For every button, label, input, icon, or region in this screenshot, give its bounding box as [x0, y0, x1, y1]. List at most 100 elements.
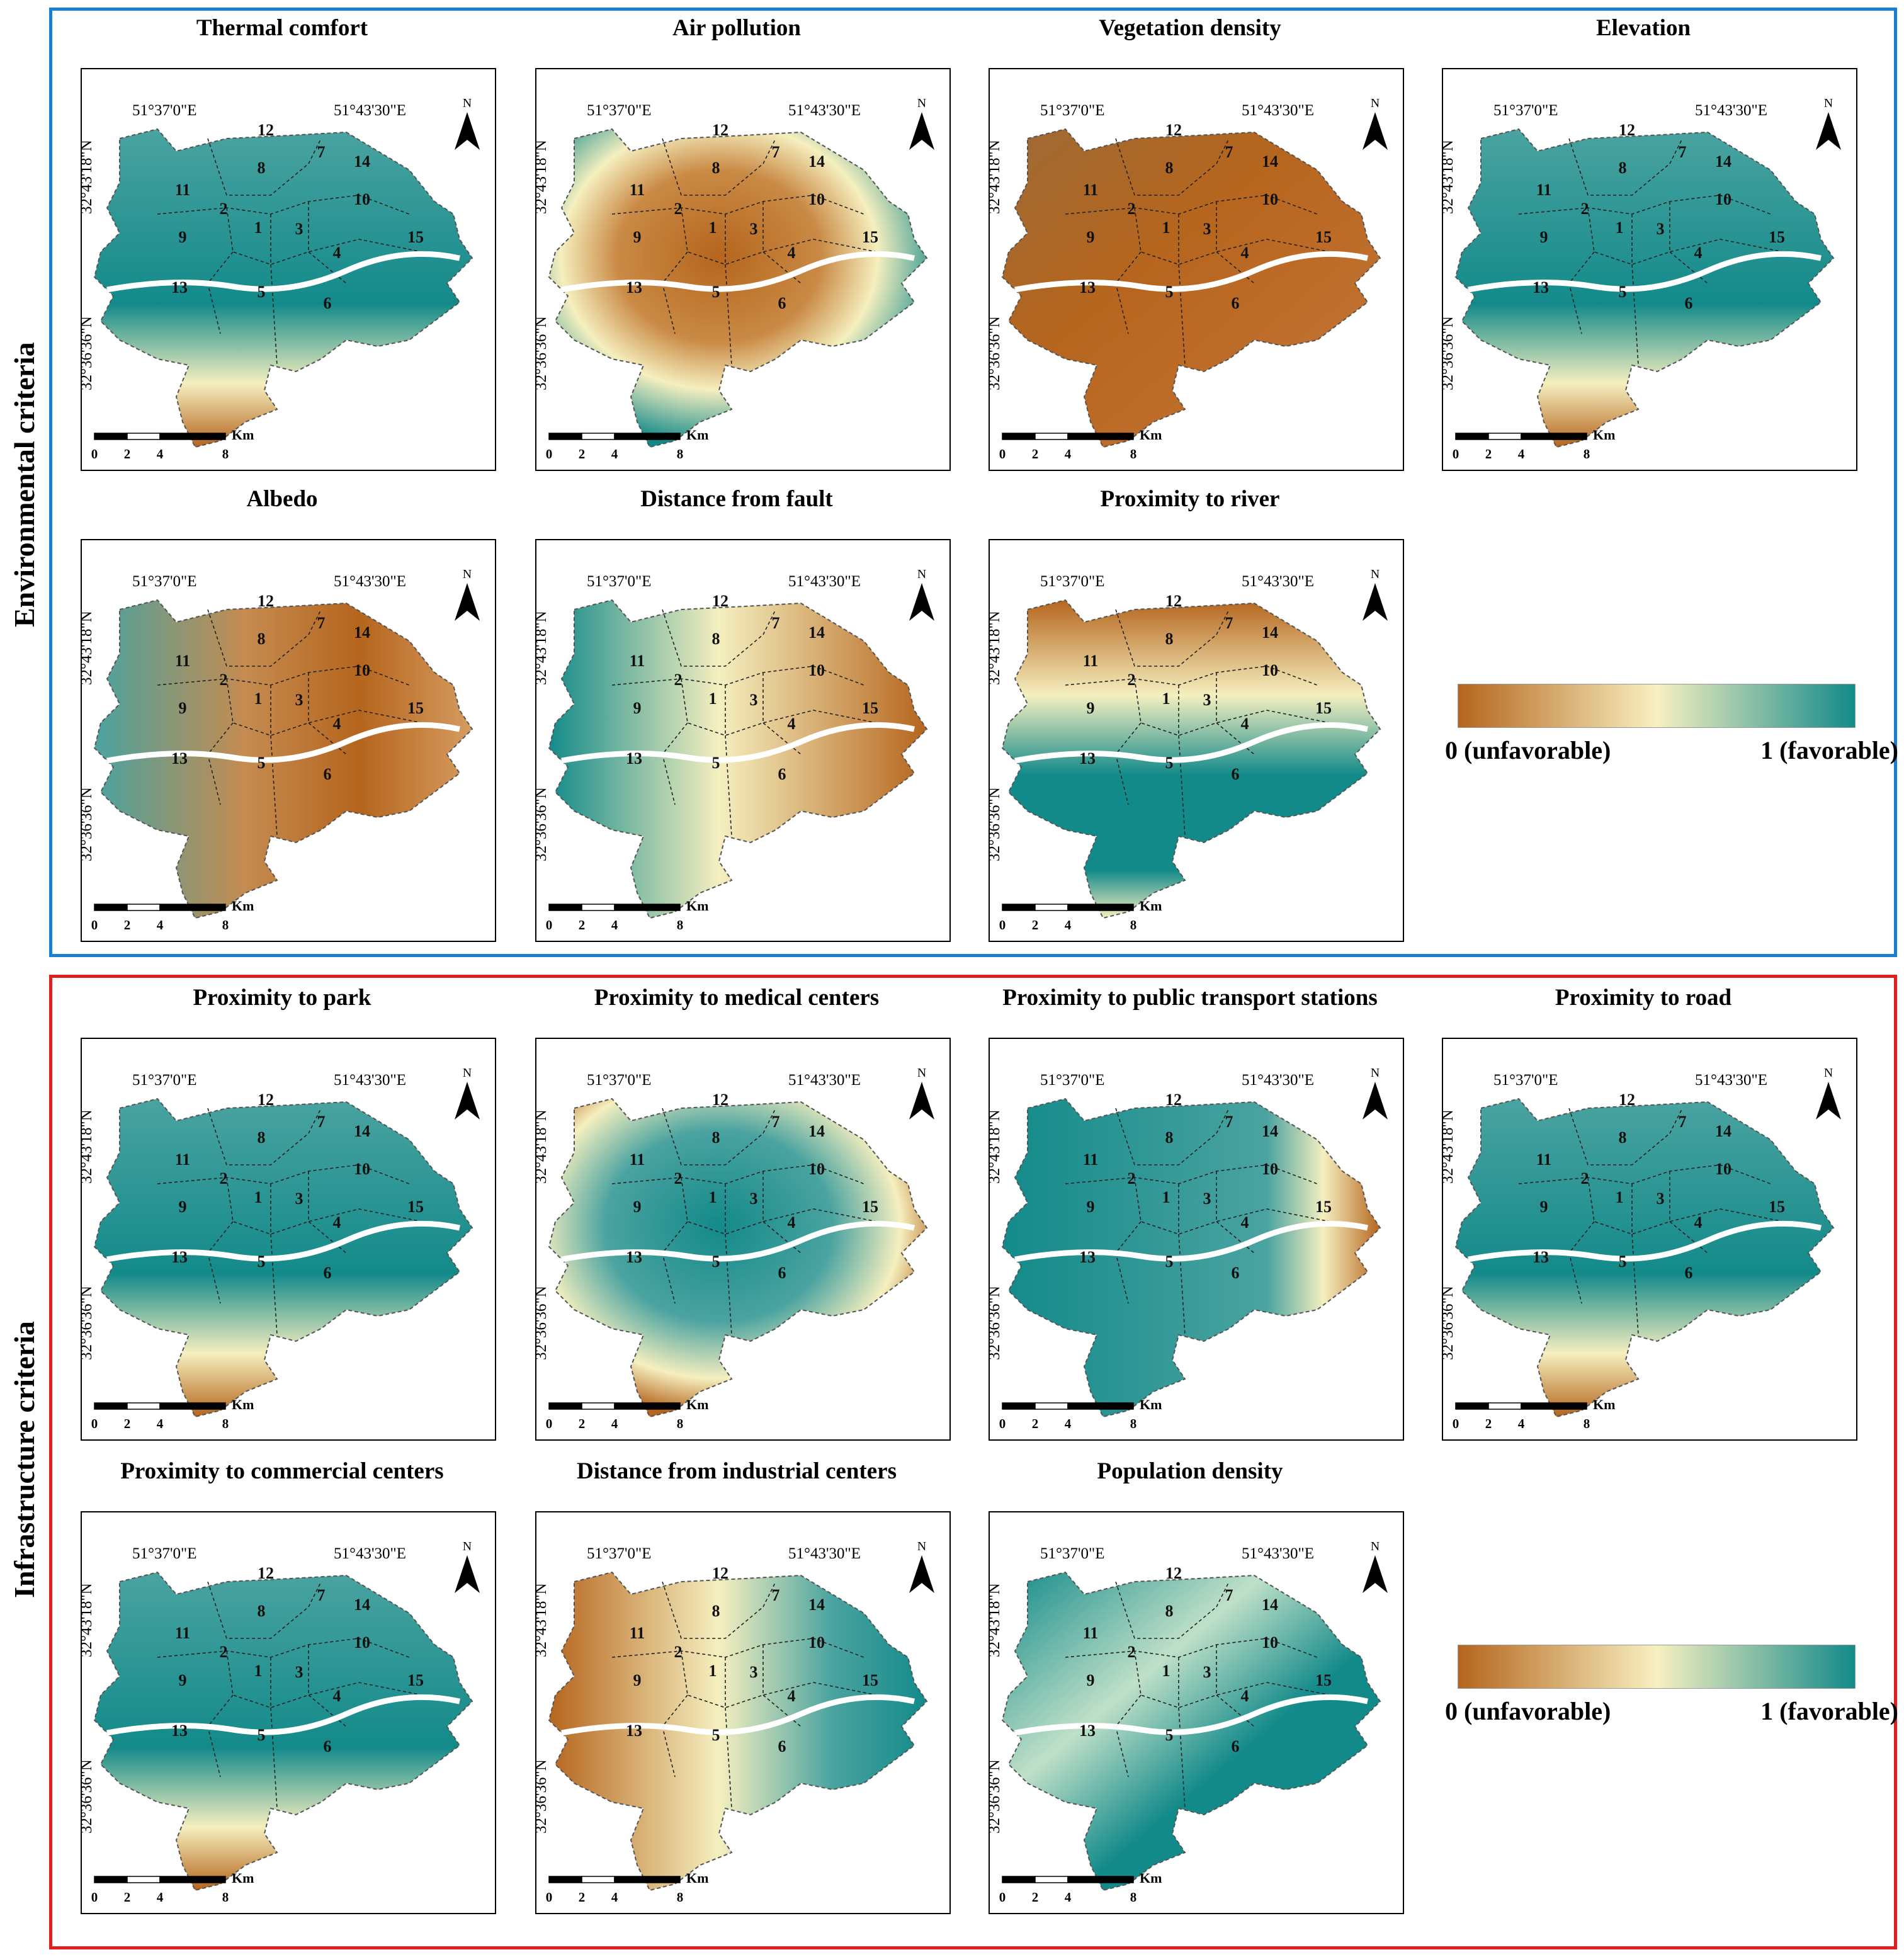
district-boundary	[762, 1221, 802, 1254]
district-label: 7	[1225, 143, 1233, 161]
scale-bar-segment	[1002, 1876, 1036, 1883]
district-label: 6	[778, 1737, 786, 1756]
latitude-label: 32°43'18"N	[533, 611, 550, 685]
district-label: 5	[712, 754, 720, 772]
district-label: 6	[1685, 294, 1693, 312]
longitude-label: 51°43'30"E	[1695, 102, 1767, 119]
latitude-label: 32°36'36"N	[533, 1286, 550, 1360]
north-arrow-icon	[909, 1555, 934, 1593]
latitude-label: 32°36'36"N	[986, 316, 1003, 390]
district-label: 13	[171, 749, 188, 768]
district-boundary	[207, 609, 322, 667]
district-label: 9	[633, 1198, 642, 1216]
district-label: 1	[1616, 1188, 1624, 1206]
district-label: 14	[1262, 623, 1278, 642]
latitude-label: 32°36'36"N	[78, 1759, 95, 1834]
legend-low-label: 0 (unfavorable)	[1445, 736, 1611, 764]
district-boundary	[762, 1694, 802, 1727]
latitude-label: 32°36'36"N	[986, 787, 1003, 861]
district-boundary	[1669, 251, 1708, 284]
scale-tick: 2	[124, 1890, 131, 1905]
panel-title: Proximity to public transport stations	[1002, 985, 1378, 1011]
district-label: 12	[258, 1091, 274, 1109]
district-boundary	[1134, 1650, 1330, 1708]
district-label: 1	[1162, 218, 1170, 237]
scale-tick: 0	[91, 446, 98, 462]
scale-unit: Km	[686, 427, 708, 443]
district-label: 15	[862, 1198, 878, 1216]
district-boundary	[226, 1177, 422, 1235]
district-label: 12	[258, 1564, 274, 1582]
legend-color-bar	[1458, 684, 1856, 728]
scale-tick: 8	[1130, 1890, 1137, 1905]
district-label: 11	[630, 652, 645, 670]
longitude-label: 51°43'30"E	[1242, 1545, 1314, 1562]
latitude-label: 32°36'36"N	[986, 1286, 1003, 1360]
district-boundary	[226, 207, 422, 265]
longitude-label: 51°43'30"E	[1695, 1072, 1767, 1089]
scale-tick: 4	[611, 917, 618, 933]
north-label: N	[1371, 96, 1380, 110]
district-label: 3	[1657, 1189, 1665, 1208]
map-frame: 1 2 3 4 5 6 7 8 9 10 11 12 13 14 15 N Km 0 2 4 8 51°37'0"E 5…	[533, 68, 951, 471]
scale-tick: 2	[579, 1416, 586, 1431]
district-label: 10	[808, 190, 825, 208]
longitude-label: 51°43'30"E	[1242, 1072, 1314, 1089]
scale-tick: 0	[91, 917, 98, 933]
map-frame: 1 2 3 4 5 6 7 8 9 10 11 12 13 14 15 N Km 0 2 4 8 51°37'0"E 5…	[986, 68, 1404, 471]
map-frame: 1 2 3 4 5 6 7 8 9 10 11 12 13 14 15 N Km 0 2 4 8 51°37'0"E 5…	[78, 539, 496, 942]
scale-bar-segment	[1521, 1402, 1587, 1410]
map-panel-proximity-to-public-transport-stations: Proximity to public transport stations 1…	[976, 984, 1404, 1441]
district-label: 7	[317, 1113, 326, 1131]
scale-bar-segment	[1034, 433, 1068, 440]
scale-tick: 8	[222, 1890, 229, 1905]
district-label: 4	[1241, 1687, 1249, 1705]
scale-bar-segment	[94, 433, 128, 440]
scale-tick: 0	[91, 1890, 98, 1905]
north-label: N	[463, 1540, 472, 1553]
scale-tick: 2	[124, 917, 131, 933]
district-label: 14	[1715, 1122, 1731, 1140]
district-label: 14	[1262, 1596, 1278, 1614]
district-label: 4	[333, 244, 341, 262]
latitude-label: 32°43'18"N	[986, 140, 1003, 214]
district-label: 6	[324, 765, 332, 783]
district-label: 12	[712, 121, 728, 139]
district-boundary	[226, 678, 422, 736]
scale-bar-segment	[1488, 433, 1522, 440]
district-label: 13	[1079, 1248, 1096, 1266]
latitude-label: 32°36'36"N	[533, 787, 550, 861]
district-label: 6	[324, 1737, 332, 1756]
district-label: 8	[258, 630, 266, 648]
map-frame: 1 2 3 4 5 6 7 8 9 10 11 12 13 14 15 N Km 0 2 4 8 51°37'0"E 5…	[78, 1038, 496, 1441]
district-label: 15	[1315, 1671, 1332, 1689]
district-label: 12	[712, 592, 728, 610]
district-label: 5	[712, 1726, 720, 1744]
district-label: 15	[407, 228, 424, 246]
panel-title: Proximity to park	[193, 985, 371, 1011]
district-label: 13	[1079, 1722, 1096, 1740]
district-label: 1	[709, 689, 717, 708]
district-label: 4	[333, 715, 341, 733]
scale-bar-segment	[127, 1876, 161, 1883]
district-label: 8	[712, 1128, 720, 1147]
district-label: 2	[674, 1643, 683, 1661]
scale-tick: 4	[1518, 1416, 1525, 1431]
map-panel-vegetation-density: Vegetation density 1 2 3 4 5 6 7 8 9 10 11 12 13 14 15…	[976, 14, 1404, 471]
district-label: 15	[1315, 228, 1332, 246]
longitude-label: 51°37'0"E	[587, 573, 652, 590]
district-boundary	[662, 138, 776, 196]
district-label: 5	[258, 754, 266, 772]
district-label: 5	[1165, 754, 1174, 772]
district-label: 9	[1540, 1198, 1548, 1216]
scale-bar-segment	[159, 1876, 226, 1883]
scale-tick: 0	[546, 1890, 553, 1905]
district-label: 5	[1619, 1252, 1627, 1271]
latitude-label: 32°43'18"N	[533, 1109, 550, 1184]
district-label: 4	[333, 1687, 341, 1705]
latitude-label: 32°43'18"N	[986, 1583, 1003, 1657]
longitude-label: 51°37'0"E	[132, 1545, 197, 1562]
north-label: N	[1371, 567, 1380, 581]
district-label: 6	[324, 1264, 332, 1282]
river	[106, 1694, 460, 1736]
